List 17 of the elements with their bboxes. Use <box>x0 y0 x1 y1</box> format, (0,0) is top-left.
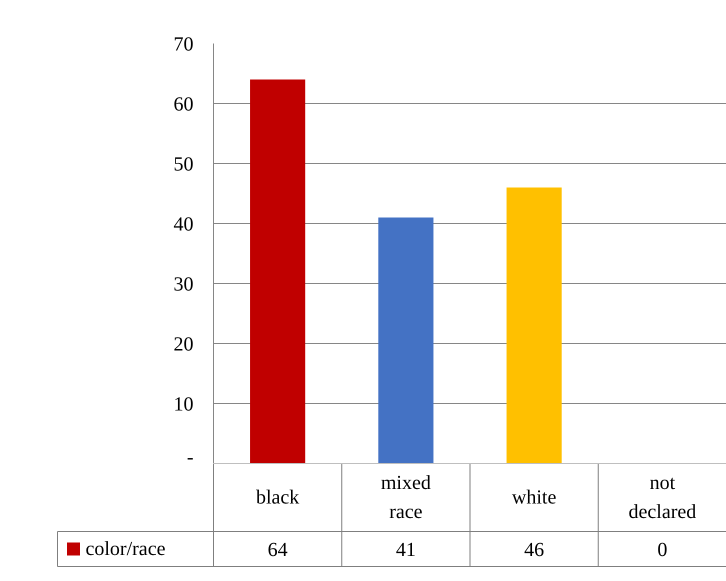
data-label: 0 <box>657 539 668 561</box>
y-tick-label: - <box>186 446 194 468</box>
data-label: 64 <box>268 539 288 561</box>
y-tick-label: 30 <box>174 274 194 296</box>
y-tick-label: 40 <box>174 214 194 236</box>
y-tick-label: 10 <box>174 394 194 416</box>
x-tick-label: white <box>512 486 556 508</box>
y-tick-label: 70 <box>174 34 194 56</box>
x-tick-label: black <box>256 486 300 508</box>
data-label: 41 <box>396 539 416 561</box>
x-tick-label: mixed race <box>380 472 431 523</box>
y-tick-label: 50 <box>174 154 194 176</box>
y-tick-label: 60 <box>174 94 194 116</box>
legend-label: color/race <box>86 538 166 560</box>
y-tick-label: 20 <box>174 334 194 356</box>
x-tick-label: not declared <box>628 472 696 523</box>
data-label: 46 <box>524 539 544 561</box>
